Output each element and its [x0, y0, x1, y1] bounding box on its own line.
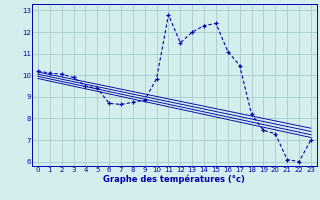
X-axis label: Graphe des températures (°c): Graphe des températures (°c)	[103, 174, 245, 184]
